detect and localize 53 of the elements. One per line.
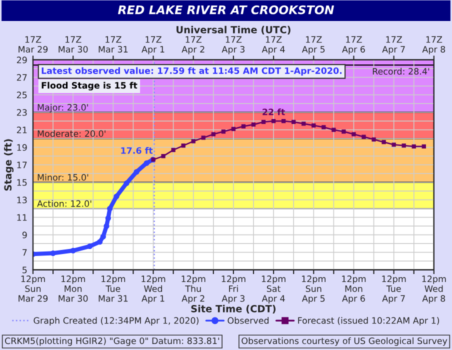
x-tick-label: 12pm Wed Apr 1 <box>142 276 166 304</box>
annotation: Flood Stage is 15 ft <box>42 82 138 90</box>
x2-tick-label: 17Z Apr 2 <box>182 36 204 54</box>
y-tick-label: 23 <box>16 109 27 116</box>
x-tick-label: 12pm Mon Mar 30 <box>58 276 88 302</box>
x2-tick-label: 17Z Apr 3 <box>222 36 244 54</box>
band-label: Moderate: 20.0' <box>38 130 106 137</box>
y-tick-label: 13 <box>17 196 27 204</box>
x-tick-label: 12pm Sun Mar 29 <box>18 276 48 302</box>
legend-label: Graph Created (12:34PM Apr 1, 2020) <box>34 317 198 326</box>
band-label: Major: 23.0' <box>38 104 88 112</box>
y-tick-label: 27 <box>16 74 27 81</box>
chart-title: RED LAKE RIVER AT CROOKSTON <box>118 5 334 14</box>
y-tick-label: 29 <box>16 56 27 64</box>
text: Observations courtesy of US Geological Survey <box>242 337 448 346</box>
ref-line-label: Record: 28.4' <box>372 68 430 75</box>
band-label: Action: 12.0' <box>37 200 92 207</box>
legend-label: Observed <box>228 317 269 324</box>
x2-tick-label: 17Z Apr 5 <box>302 36 325 54</box>
y-axis-title: Stage (ft) <box>4 139 14 191</box>
x-tick-label: 12pm Thu Apr 2 <box>182 276 206 304</box>
x-tick-label: 12pm Fri Apr 3 <box>222 276 246 304</box>
x2-tick-label: 17Z Mar 30 <box>58 36 88 53</box>
legend-label: Forecast (issued 10:22AM Apr 1) <box>298 317 440 326</box>
x-tick-label: 12pm Wed Apr 8 <box>422 276 446 304</box>
y-tick-label: 15 <box>17 179 27 186</box>
x-axis-title: Site Time (CDT) <box>191 304 276 314</box>
text: CRKM5(plotting HGIR2) "Gage 0" Datum: 833.81' <box>5 337 220 346</box>
annotation: Latest observed value: 17.59 ft at 11:45 AM CDT 1-Apr-2020. <box>42 67 342 76</box>
y-tick-label: 19 <box>17 144 27 151</box>
band-label: Minor: 15.0' <box>38 174 88 181</box>
y-tick-label: 17 <box>17 162 27 168</box>
x-tick-label: 12pm Tue Mar 31 <box>98 276 128 302</box>
y-tick-label: 21 <box>16 126 27 134</box>
annotation: 22 ft <box>262 108 285 116</box>
x2-tick-label: 17Z Apr 8 <box>422 36 446 54</box>
y-tick-label: 25 <box>16 92 27 98</box>
y-tick-label: 5 <box>22 266 27 274</box>
x2-tick-label: 17Z Apr 7 <box>382 36 405 54</box>
x2-tick-label: 17Z Apr 4 <box>262 36 285 54</box>
x-tick-label: 12pm Sat Apr 4 <box>262 276 286 304</box>
x2-tick-label: 17Z Mar 31 <box>98 36 128 53</box>
y-tick-label: 11 <box>17 214 27 221</box>
x2-tick-label: 17Z Apr 6 <box>342 36 365 54</box>
annotation: 17.6 ft <box>121 147 153 154</box>
x2-tick-label: 17Z Mar 29 <box>18 36 48 53</box>
y-tick-label: 9 <box>22 232 27 238</box>
x2-axis-title: Universal Time (UTC) <box>176 26 290 35</box>
y-tick-label: 7 <box>22 249 27 256</box>
x2-tick-label: 17Z Apr 1 <box>142 36 164 54</box>
x-tick-label: 12pm Sun Apr 5 <box>302 276 326 304</box>
x-tick-label: 12pm Tue Apr 7 <box>382 276 406 304</box>
x-tick-label: 12pm Mon Apr 6 <box>342 276 366 304</box>
